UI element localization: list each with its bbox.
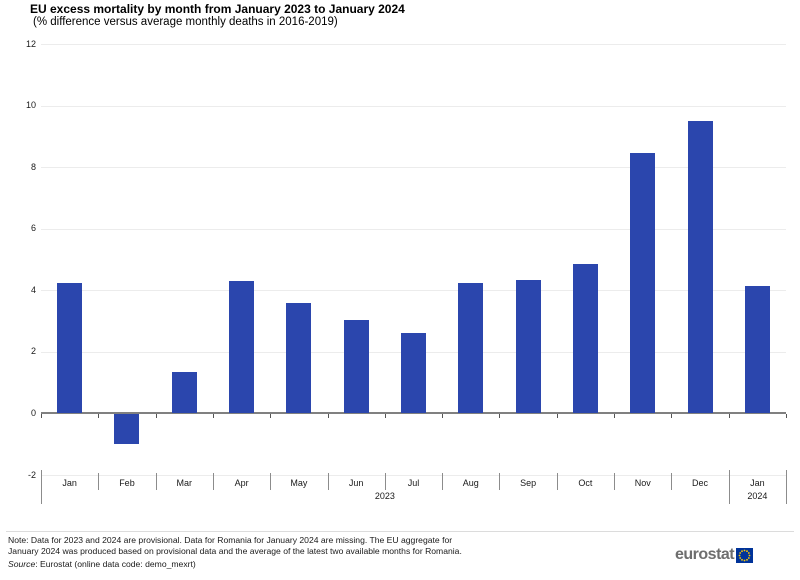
zero-line-tick [556,414,558,419]
axis-separator-month [499,473,501,490]
y-tick-label-10: 10 [25,100,36,111]
footnote: Note: Data for 2023 and 2024 are provisi… [8,535,462,556]
bar-feb-2023 [114,414,140,444]
bar-jul-2023 [401,333,426,414]
y-tick-label-0: 0 [30,407,36,418]
zero-line-tick [212,414,214,419]
y-tick-label-4: 4 [30,284,36,295]
axis-separator-month [556,473,558,490]
zero-line-tick [499,414,501,419]
source-line: Source: Eurostat (online data code: demo… [8,559,196,569]
bar-may-2023 [286,302,312,414]
axis-separator-year [41,470,42,504]
bar-mar-2023 [171,371,197,414]
axis-separator-year [786,470,787,504]
axis-separator-month [614,473,616,490]
gridline-10 [41,105,786,107]
y-tick-label-2: 2 [30,346,36,357]
source-text: : Eurostat (online data code: demo_mexrt… [35,559,196,569]
zero-axis-line [41,412,786,415]
bar-sep-2023 [515,279,541,414]
year-label-2023: 2023 [374,491,395,501]
month-label-apr-3: Apr [234,478,249,488]
month-label-jun-5: Jun [348,478,364,488]
eurostat-logo-text: eurostat [675,546,735,563]
month-label-sep-8: Sep [520,478,537,488]
month-label-aug-7: Aug [462,478,479,488]
month-label-jul-6: Jul [407,478,420,488]
footer-divider [6,531,794,532]
month-label-dec-11: Dec [692,478,709,488]
month-label-nov-10: Nov [634,478,651,488]
axis-separator-month [384,473,386,490]
axis-separator-year [728,470,730,504]
zero-line-tick [728,414,730,419]
gridline-8 [41,167,786,169]
gridline-6 [41,228,786,230]
chart-subtitle: (% difference versus average monthly dea… [33,16,338,28]
eu-flag-icon [736,547,754,563]
y-tick-label-12: 12 [25,38,36,49]
zero-line-tick [270,414,272,419]
zero-line-tick [41,414,42,419]
axis-separator-month [270,473,272,490]
bar-dec-2023 [687,120,713,414]
month-label-feb-1: Feb [119,478,135,488]
zero-line-tick [614,414,616,419]
zero-line-tick [671,414,673,419]
month-label-jan-0: Jan [62,478,77,488]
bar-aug-2023 [458,282,484,414]
axis-separator-month [212,473,214,490]
year-label-2024: 2024 [747,491,768,501]
axis-separator-month [671,473,673,490]
month-label-oct-9: Oct [578,478,593,488]
footnote-line-1: Note: Data for 2023 and 2024 are provisi… [8,535,453,545]
bar-jan-2023 [57,282,83,414]
gridline-4 [41,290,786,292]
source-label: Source [8,559,36,569]
bar-jan-2024 [744,285,770,414]
zero-line-tick [442,414,444,419]
axis-separator-month [327,473,329,490]
axis-separator-month [98,473,100,490]
eurostat-logo: eurostat [675,546,754,564]
y-tick-label-8: 8 [30,161,36,172]
bar-nov-2023 [630,153,656,414]
footnote-line-2: January 2024 was produced based on provi… [8,545,462,556]
zero-line-tick [384,414,386,419]
bar-apr-2023 [229,281,255,414]
month-label-may-4: May [290,478,308,488]
chart-title: EU excess mortality by month from Januar… [30,2,405,16]
gridline--2 [41,475,786,476]
zero-line-tick [786,414,787,419]
y-tick-label--2: -2 [27,469,36,480]
month-label-jan-12: Jan [750,478,765,488]
month-label-mar-2: Mar [176,478,193,488]
gridline-12 [41,44,786,45]
y-tick-label-6: 6 [30,223,36,234]
axis-separator-month [155,473,157,490]
axis-separator-month [442,473,444,490]
zero-line-tick [98,414,100,419]
zero-line-tick [155,414,157,419]
zero-line-tick [327,414,329,419]
bar-jun-2023 [343,319,369,414]
bar-oct-2023 [572,264,598,414]
